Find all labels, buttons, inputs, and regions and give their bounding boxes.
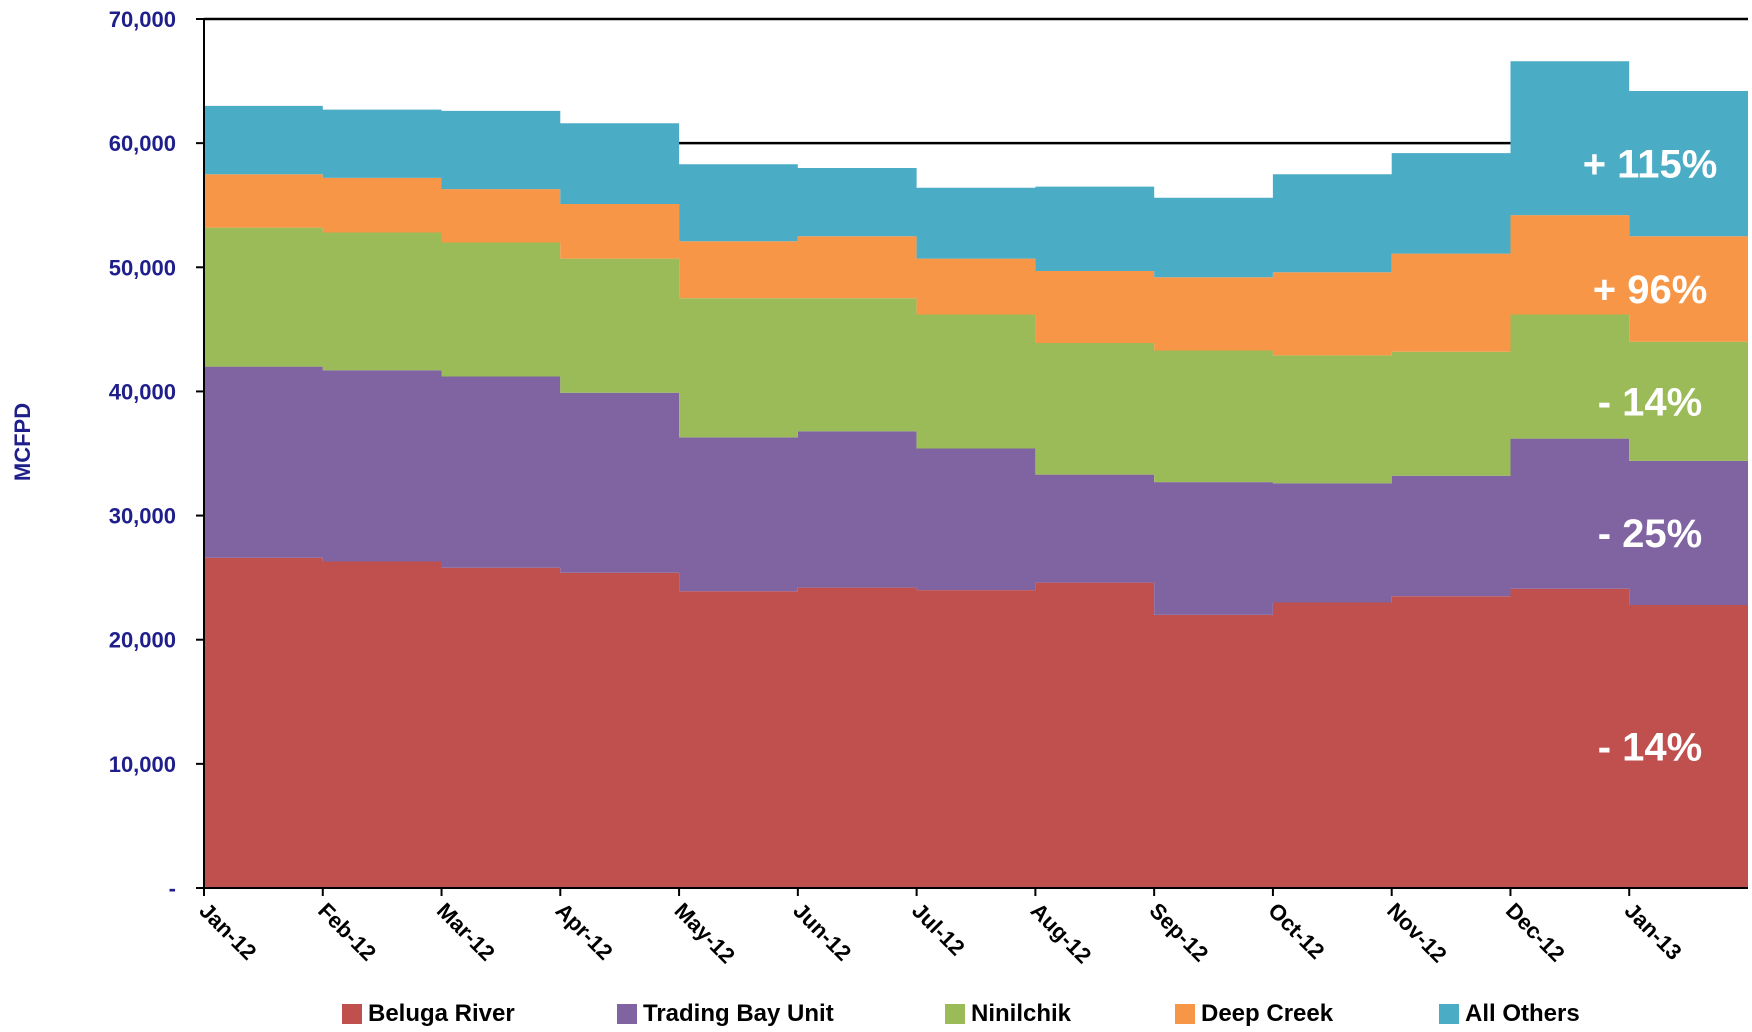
x-tick-label: Aug-12 xyxy=(1026,898,1096,968)
area-all-others xyxy=(204,61,1748,278)
area-beluga-river xyxy=(204,557,1748,888)
legend-swatch xyxy=(617,1004,637,1024)
legend-label: Ninilchik xyxy=(971,1000,1072,1027)
x-tick-label: Jun-12 xyxy=(788,898,856,966)
change-annotations: + 115% + 96% - 14% - 25% - 14% xyxy=(1583,143,1718,770)
stacked-area-chart: - 10,000 20,000 30,000 40,000 50,000 60,000 70,… xyxy=(10,7,1748,968)
x-tick-label: May-12 xyxy=(670,898,740,968)
y-tick-label: - xyxy=(169,876,176,901)
legend-label: All Others xyxy=(1465,1000,1580,1027)
x-axis-ticks: Jan-12 Feb-12 Mar-12 Apr-12 May-12 Jun-12 Jul-… xyxy=(194,888,1687,968)
annotation-all-others: + 115% xyxy=(1583,143,1718,187)
legend-swatch xyxy=(1439,1004,1459,1024)
annotation-beluga-river: - 14% xyxy=(1598,725,1703,769)
legend-item-deep-creek: Deep Creek xyxy=(1175,1000,1333,1028)
y-tick-label: 30,000 xyxy=(109,504,176,529)
area-ninilchik xyxy=(204,227,1748,484)
y-tick-label: 60,000 xyxy=(109,131,176,156)
annotation-trading-bay-unit: - 25% xyxy=(1598,512,1703,556)
x-tick-label: Jan-12 xyxy=(194,898,261,965)
annotation-deep-creek: + 96% xyxy=(1593,268,1708,312)
annotation-ninilchik: - 14% xyxy=(1598,380,1703,424)
y-tick-label: 20,000 xyxy=(109,628,176,653)
y-tick-label: 70,000 xyxy=(109,7,176,32)
x-tick-label: Mar-12 xyxy=(432,898,500,966)
x-tick-label: Jul-12 xyxy=(907,898,970,961)
y-axis-ticks: - 10,000 20,000 30,000 40,000 50,000 60,000 70,… xyxy=(109,7,204,901)
legend-label: Trading Bay Unit xyxy=(643,1000,834,1027)
x-tick-label: Feb-12 xyxy=(313,898,381,966)
area-deep-creek xyxy=(204,174,1748,356)
legend-swatch xyxy=(945,1004,965,1024)
chart-legend: Beluga River Trading Bay Unit Ninilchik Dee… xyxy=(0,996,1752,1032)
x-tick-label: Sep-12 xyxy=(1145,898,1214,967)
legend-item-trading-bay-unit: Trading Bay Unit xyxy=(617,1000,834,1028)
x-tick-label: Oct-12 xyxy=(1263,898,1329,964)
x-tick-label: Apr-12 xyxy=(551,898,618,965)
legend-swatch xyxy=(342,1004,362,1024)
chart-areas xyxy=(204,61,1748,888)
x-tick-label: Dec-12 xyxy=(1501,898,1570,967)
legend-swatch xyxy=(1175,1004,1195,1024)
y-axis-label: MCFPD xyxy=(10,403,35,481)
x-tick-label: Nov-12 xyxy=(1382,898,1452,968)
legend-item-all-others: All Others xyxy=(1439,1000,1580,1028)
x-tick-label: Jan-13 xyxy=(1620,898,1687,965)
legend-label: Beluga River xyxy=(368,1000,515,1027)
legend-item-ninilchik: Ninilchik xyxy=(945,1000,1071,1028)
y-tick-label: 40,000 xyxy=(109,379,176,404)
chart-axes xyxy=(203,19,1748,889)
legend-label: Deep Creek xyxy=(1201,1000,1334,1027)
area-trading-bay-unit xyxy=(204,366,1748,615)
y-tick-label: 10,000 xyxy=(109,752,176,777)
legend-item-beluga-river: Beluga River xyxy=(342,1000,515,1028)
reference-lines xyxy=(204,17,1748,145)
y-tick-label: 50,000 xyxy=(109,255,176,280)
